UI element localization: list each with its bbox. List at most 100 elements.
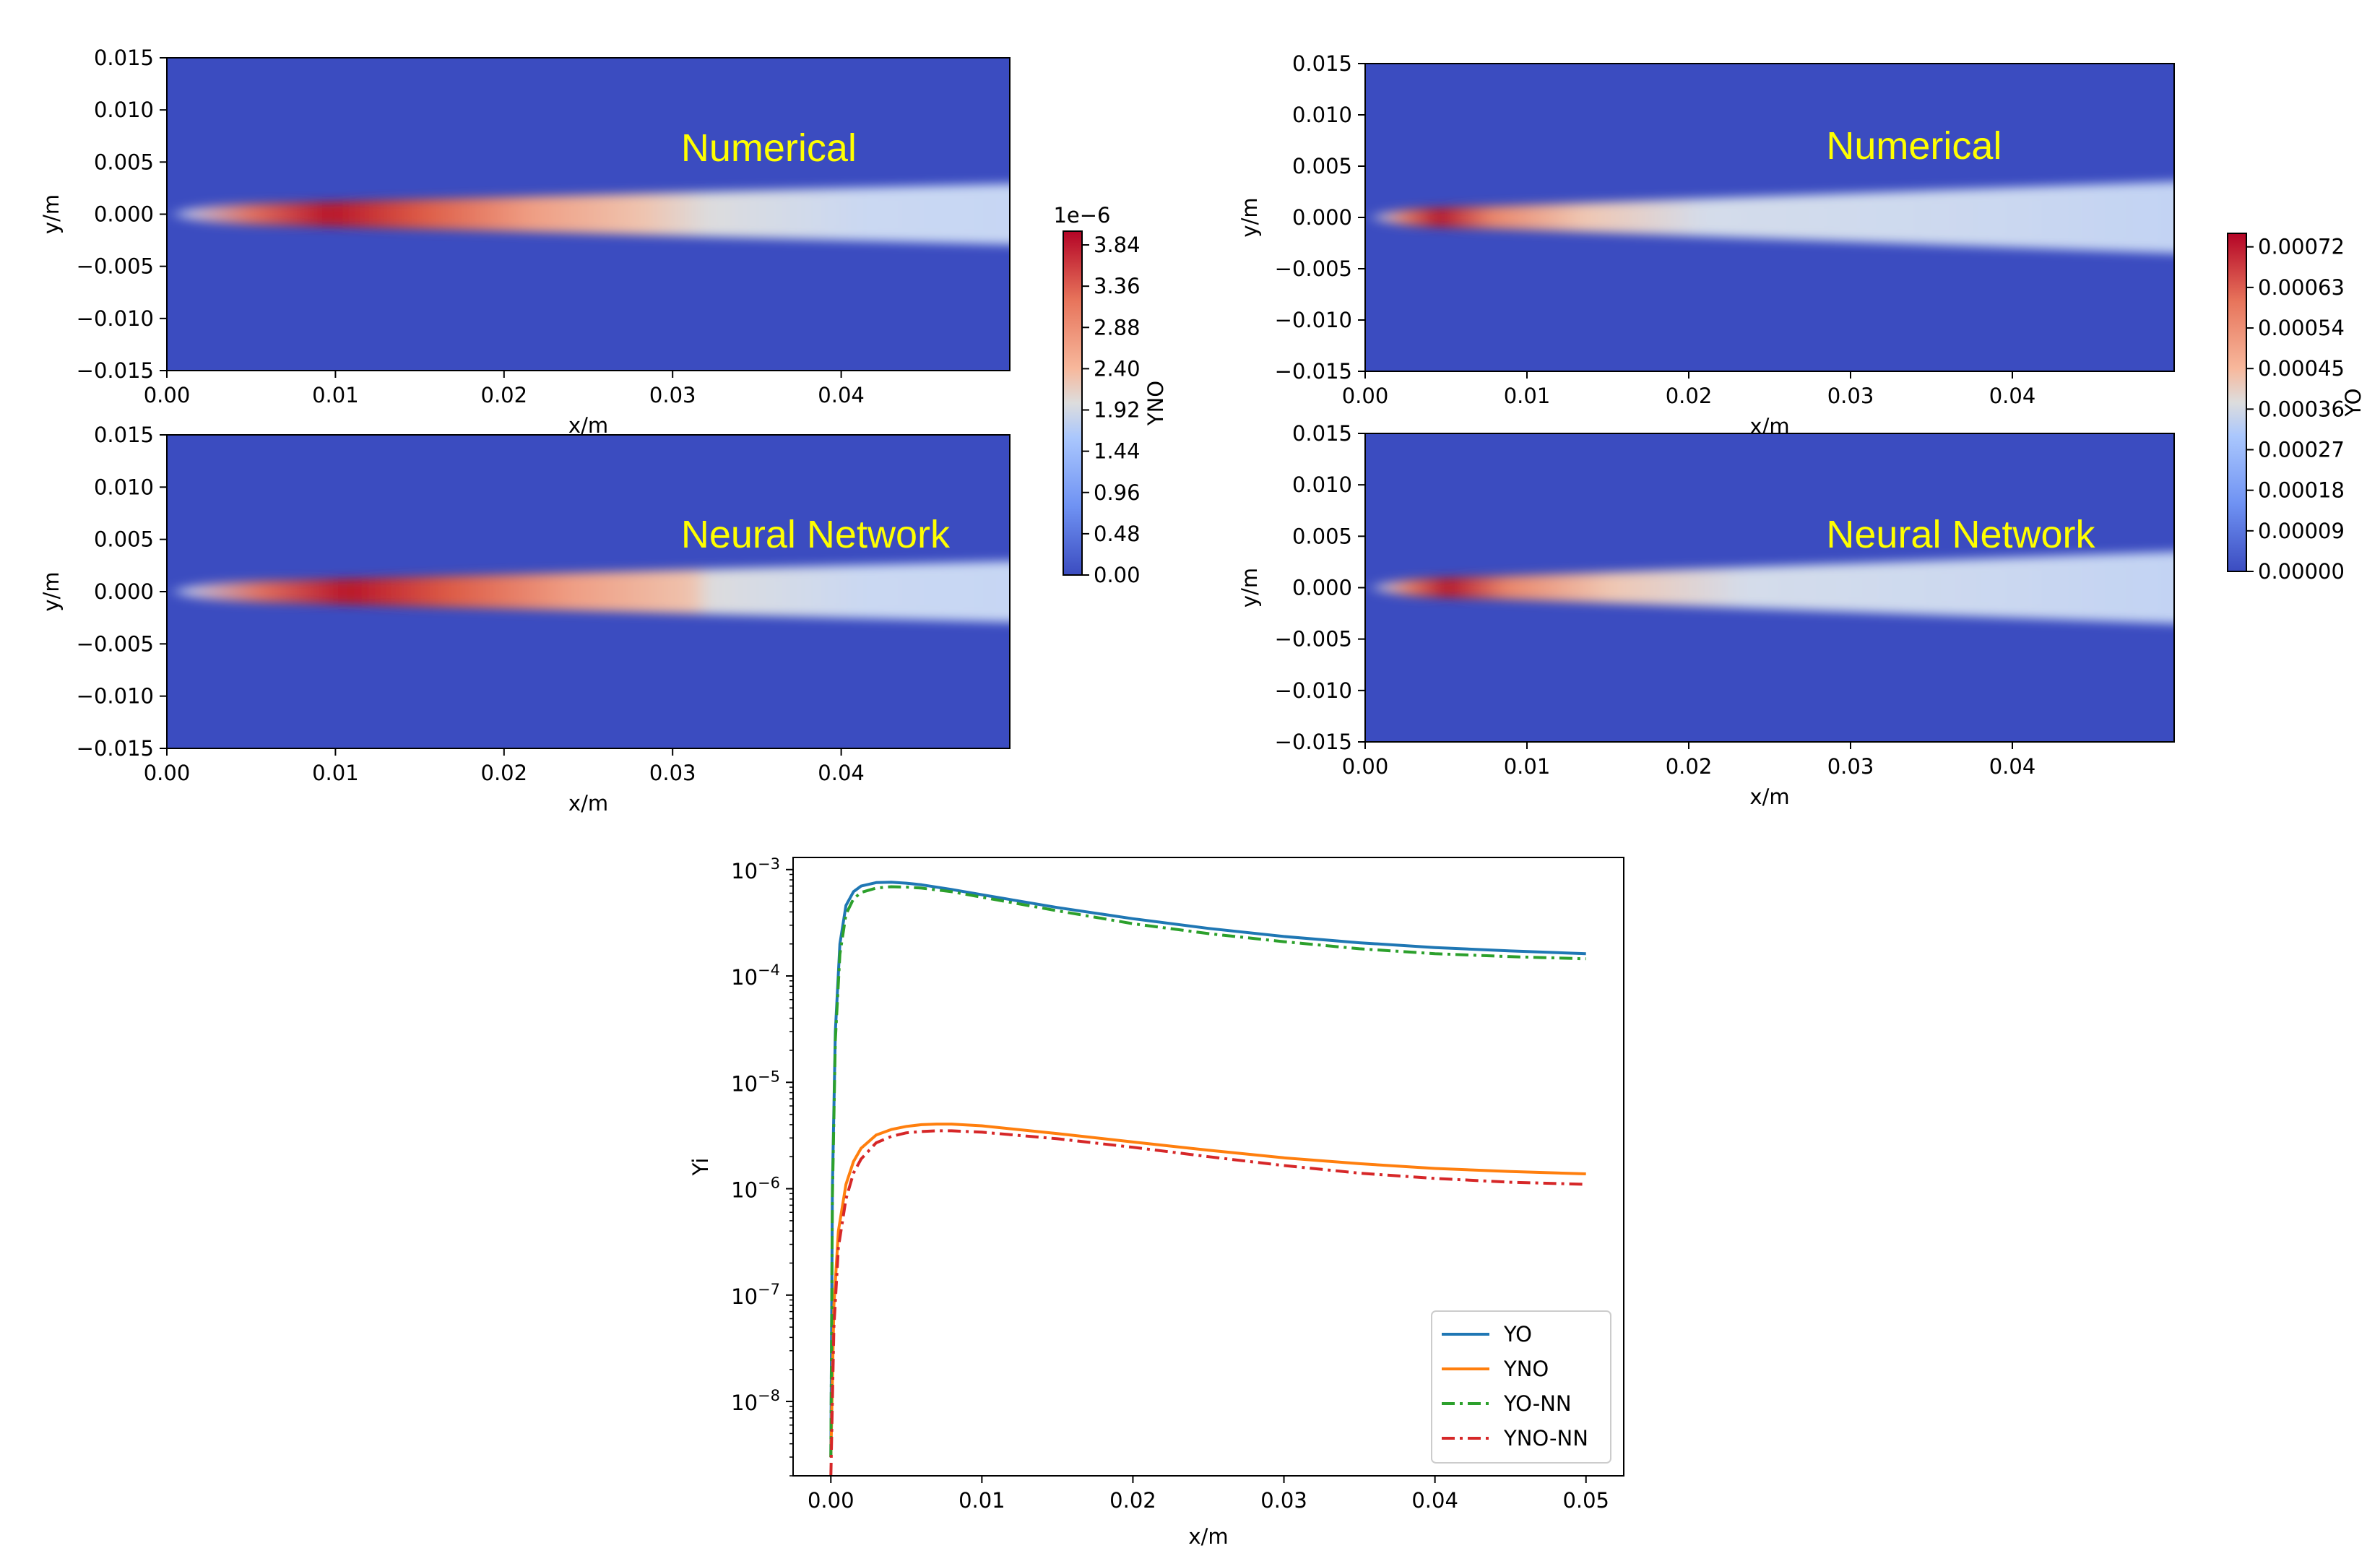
plume-field (1372, 551, 2174, 624)
x-tick-label: 0.04 (1989, 384, 2036, 408)
x-tick-label: 0.02 (481, 383, 528, 407)
y-tick-label: −0.015 (77, 736, 154, 761)
x-tick-label: 0.01 (1504, 754, 1551, 779)
plume-group (174, 183, 1010, 245)
heatmap-panel-yo-neural: 0.00 0.01 0.02 0.03 0.04 0.015 0.010 0.005 0.000… (1237, 421, 2175, 809)
axes-frame (792, 857, 1624, 1477)
x-tick-label: 0.00 (1342, 384, 1389, 408)
y-tick-label: 0.010 (94, 98, 154, 122)
x-tick-label: 0.00 (808, 1488, 854, 1513)
x-tick-label: 0.03 (1827, 754, 1874, 779)
x-tick-label: 0.03 (1260, 1488, 1307, 1513)
colorbar-offset-text: 1e−6 (1053, 203, 1110, 228)
colorbar-tick-label: 0.00063 (2258, 275, 2345, 300)
x-tick-label: 0.01 (312, 761, 359, 785)
y-tick-label: −0.010 (77, 306, 154, 331)
x-tick-label: 0.03 (649, 383, 696, 407)
colorbar-tick-label: 0.00036 (2258, 397, 2345, 421)
y-tick-label: 0.015 (94, 46, 154, 70)
x-tick-label: 0.04 (818, 761, 865, 785)
series-line-yno-nn (829, 1129, 1586, 1476)
y-tick-label: −0.005 (1275, 256, 1352, 281)
heatmap-panel-yno-neural: 0.00 0.01 0.02 0.03 0.04 0.015 0.010 0.005 0.000… (39, 423, 1011, 816)
overlay-label: Neural Network (681, 513, 951, 556)
y-tick-label: 0.000 (1292, 576, 1352, 600)
series-group (829, 881, 1586, 1476)
colorbar-label: YNO (1143, 381, 1168, 426)
y-tick-label: 0.005 (94, 150, 154, 174)
plume-group (174, 561, 1010, 623)
legend-label: YNO (1503, 1357, 1549, 1381)
x-tick-label: 0.04 (1411, 1488, 1458, 1513)
y-tick-label: 0.015 (1292, 51, 1352, 76)
colorbar-tick-label: 0.00009 (2258, 519, 2345, 543)
colorbar-tick-label: 0.00 (1094, 563, 1141, 587)
x-tick-label: 0.02 (1666, 384, 1713, 408)
y-tick-label: 0.000 (94, 579, 154, 604)
x-tick-label: 0.00 (144, 761, 191, 785)
colorbar-tick-label: 0.00000 (2258, 559, 2345, 584)
y-tick-label: 0.010 (1292, 472, 1352, 497)
colorbar-tick-label: 0.00027 (2258, 438, 2345, 462)
x-tick-label: 0.01 (312, 383, 359, 407)
y-axis-label: Yi (688, 1158, 713, 1177)
y-tick-label: −0.010 (1275, 308, 1352, 332)
y-tick-label: −0.015 (77, 358, 154, 383)
colorbar-gradient (2227, 233, 2247, 572)
colorbar-tick-label: 0.00045 (2258, 356, 2345, 381)
plume-group (1372, 551, 2174, 624)
y-tick-label: 0.005 (94, 527, 154, 552)
y-tick-label: 0.015 (1292, 421, 1352, 446)
colorbar-tick-label: 0.48 (1094, 522, 1141, 546)
x-tick-label: 0.01 (1504, 384, 1551, 408)
y-tick-label: 0.005 (1292, 524, 1352, 548)
series-line-yo-nn (829, 885, 1586, 1458)
legend-box (1431, 1310, 1611, 1464)
colorbar-tick-label: 2.40 (1094, 356, 1141, 381)
plume-group (1372, 181, 2174, 254)
x-tick-label: 0.03 (649, 761, 696, 785)
x-axis-label: x/m (568, 791, 608, 816)
x-tick-label: 0.04 (818, 383, 865, 407)
line-chart: 0.00 0.01 0.02 0.03 0.04 0.05 10−3 10−4 10−5 10−6… (688, 855, 1624, 1549)
y-tick-label: −0.005 (1275, 627, 1352, 652)
x-axis-label: x/m (1188, 1524, 1228, 1549)
colorbar-tick-label: 1.92 (1094, 398, 1141, 423)
x-tick-label: 0.03 (1827, 384, 1874, 408)
x-tick-label: 0.00 (1342, 754, 1389, 779)
colorbar-label: YO (2341, 389, 2366, 418)
y-tick-label: 0.000 (1292, 205, 1352, 230)
y-tick-label: 10−5 (731, 1068, 780, 1096)
heatmap-panel-yo-numerical: 0.00 0.01 0.02 0.03 0.04 0.015 0.010 0.005 0.000… (1237, 51, 2175, 438)
x-axis-label: x/m (568, 413, 608, 438)
colorbar-tick-label: 0.00054 (2258, 316, 2345, 340)
y-tick-label: −0.010 (1275, 678, 1352, 703)
legend: YO YNO YO-NN YNO-NN (1431, 1310, 1611, 1464)
y-tick-label: 10−3 (731, 855, 780, 883)
y-tick-label: −0.005 (77, 254, 154, 279)
y-tick-label: 0.010 (1292, 103, 1352, 127)
colorbar-cbar-yno: 3.84 3.36 2.88 2.40 1.92 1.44 0.96 0.48 0.00 YNO 1… (1053, 203, 1168, 587)
overlay-label: Numerical (1826, 124, 2002, 168)
heatmap-panel-yno-numerical: 0.00 0.01 0.02 0.03 0.04 0.015 0.010 0.005 0.000… (39, 46, 1011, 438)
x-tick-label: 0.04 (1989, 754, 2036, 779)
plume-field (1372, 181, 2174, 254)
x-tick-label: 0.02 (1109, 1488, 1156, 1513)
y-tick-label: 10−7 (731, 1281, 780, 1309)
colorbar-tick-label: 2.88 (1094, 315, 1141, 340)
colorbar-tick-label: 3.84 (1094, 233, 1141, 257)
plume-field (174, 183, 1010, 245)
y-axis-label: y/m (1237, 197, 1262, 237)
x-tick-label: 0.01 (959, 1488, 1005, 1513)
legend-label: YO-NN (1503, 1391, 1572, 1416)
colorbar-gradient (1063, 230, 1083, 576)
y-tick-label: 0.010 (94, 475, 154, 499)
series-line-yno (829, 1123, 1586, 1458)
series-line-yo (829, 881, 1586, 1458)
y-tick-label: 0.000 (94, 202, 154, 227)
y-tick-label: 0.005 (1292, 154, 1352, 178)
x-tick-label: 0.02 (1666, 754, 1713, 779)
colorbar-tick-label: 1.44 (1094, 439, 1141, 464)
colorbar-tick-label: 0.00072 (2258, 235, 2345, 259)
